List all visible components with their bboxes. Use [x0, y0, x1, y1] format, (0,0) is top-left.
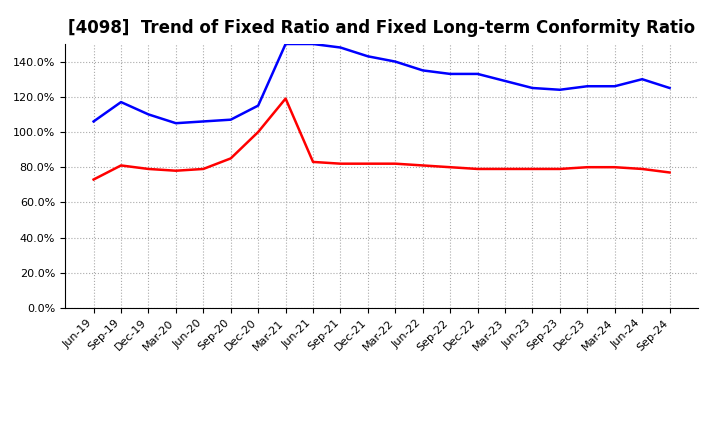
Fixed Ratio: [528, 85, 537, 91]
Fixed Long-term Conformity Ratio: [144, 166, 153, 172]
Fixed Ratio: [89, 119, 98, 124]
Fixed Ratio: [446, 71, 454, 77]
Fixed Ratio: [665, 85, 674, 91]
Fixed Long-term Conformity Ratio: [418, 163, 427, 168]
Fixed Long-term Conformity Ratio: [199, 166, 207, 172]
Fixed Long-term Conformity Ratio: [254, 129, 263, 135]
Fixed Ratio: [500, 78, 509, 84]
Fixed Long-term Conformity Ratio: [171, 168, 180, 173]
Fixed Ratio: [144, 112, 153, 117]
Fixed Ratio: [556, 87, 564, 92]
Fixed Ratio: [226, 117, 235, 122]
Fixed Long-term Conformity Ratio: [391, 161, 400, 166]
Fixed Long-term Conformity Ratio: [611, 165, 619, 170]
Fixed Long-term Conformity Ratio: [556, 166, 564, 172]
Fixed Long-term Conformity Ratio: [638, 166, 647, 172]
Fixed Long-term Conformity Ratio: [282, 96, 290, 101]
Fixed Long-term Conformity Ratio: [364, 161, 372, 166]
Fixed Ratio: [117, 99, 125, 105]
Fixed Ratio: [611, 84, 619, 89]
Fixed Long-term Conformity Ratio: [89, 177, 98, 182]
Fixed Long-term Conformity Ratio: [665, 170, 674, 175]
Fixed Ratio: [418, 68, 427, 73]
Title: [4098]  Trend of Fixed Ratio and Fixed Long-term Conformity Ratio: [4098] Trend of Fixed Ratio and Fixed Lo…: [68, 19, 696, 37]
Fixed Long-term Conformity Ratio: [528, 166, 537, 172]
Fixed Ratio: [583, 84, 592, 89]
Fixed Ratio: [199, 119, 207, 124]
Line: Fixed Long-term Conformity Ratio: Fixed Long-term Conformity Ratio: [94, 99, 670, 180]
Fixed Ratio: [473, 71, 482, 77]
Fixed Long-term Conformity Ratio: [583, 165, 592, 170]
Line: Fixed Ratio: Fixed Ratio: [94, 44, 670, 123]
Fixed Long-term Conformity Ratio: [309, 159, 318, 165]
Fixed Ratio: [282, 41, 290, 47]
Fixed Long-term Conformity Ratio: [500, 166, 509, 172]
Fixed Ratio: [364, 54, 372, 59]
Fixed Ratio: [336, 45, 345, 50]
Fixed Ratio: [254, 103, 263, 108]
Fixed Ratio: [391, 59, 400, 64]
Fixed Long-term Conformity Ratio: [117, 163, 125, 168]
Fixed Ratio: [171, 121, 180, 126]
Fixed Long-term Conformity Ratio: [473, 166, 482, 172]
Fixed Long-term Conformity Ratio: [446, 165, 454, 170]
Fixed Long-term Conformity Ratio: [226, 156, 235, 161]
Fixed Long-term Conformity Ratio: [336, 161, 345, 166]
Fixed Ratio: [309, 41, 318, 47]
Fixed Ratio: [638, 77, 647, 82]
